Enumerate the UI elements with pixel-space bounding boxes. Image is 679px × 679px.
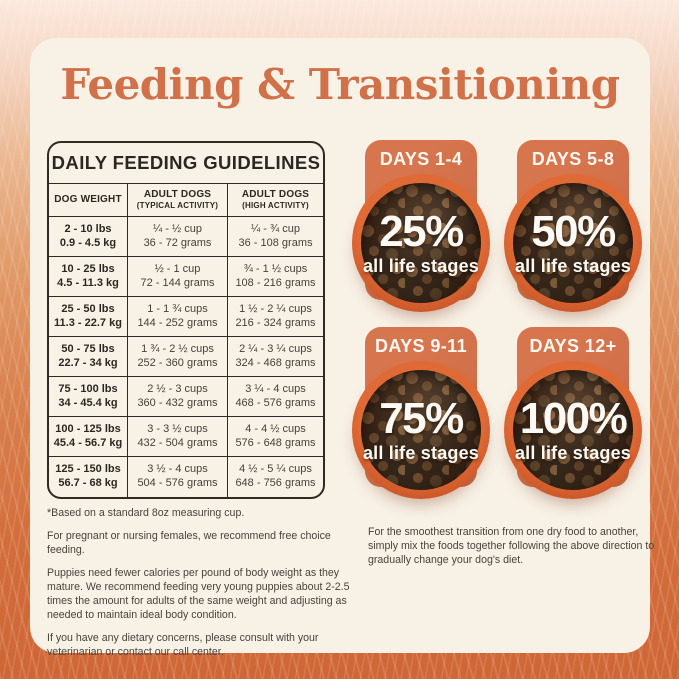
table-row: 25 - 50 lbs 11.3 - 22.7 kg 1 - 1 ¾ cups 144… bbox=[49, 297, 323, 337]
transition-step: DAYS 12+ 100% all life stages bbox=[500, 327, 646, 499]
kibble-texture bbox=[513, 183, 633, 303]
weight-cell: 125 - 150 lbs 56.7 - 68 kg bbox=[49, 457, 128, 497]
weight-cell: 2 - 10 lbs 0.9 - 4.5 kg bbox=[49, 217, 128, 256]
days-label: DAYS 5-8 bbox=[531, 149, 615, 169]
kibble-texture bbox=[361, 183, 481, 303]
table-header-row: DOG WEIGHT ADULT DOGS (TYPICAL ACTIVITY)… bbox=[49, 183, 323, 217]
kibble-bowl: 25% all life stages bbox=[352, 174, 490, 312]
percent-label: 25% bbox=[379, 206, 464, 256]
life-stages-label: all life stages bbox=[362, 255, 480, 276]
kibble-bowl: 100% all life stages bbox=[504, 361, 642, 499]
kibble-bowl: 75% all life stages bbox=[352, 361, 490, 499]
weight-cell: 75 - 100 lbs 34 - 45.4 kg bbox=[49, 377, 128, 416]
table-title: DAILY FEEDING GUIDELINES bbox=[49, 143, 323, 184]
footnote-puppies: Puppies need fewer calories per pound of… bbox=[47, 566, 350, 621]
percent-label: 50% bbox=[531, 206, 616, 256]
table-row: 50 - 75 lbs 22.7 - 34 kg 1 ¾ - 2 ½ cups 252… bbox=[49, 337, 323, 377]
table-row: 100 - 125 lbs 45.4 - 56.7 kg 3 - 3 ½ cups 4… bbox=[49, 417, 323, 457]
weight-cell: 100 - 125 lbs 45.4 - 56.7 kg bbox=[49, 417, 128, 456]
amount-cell: ¾ - 1 ½ cups 108 - 216 grams bbox=[235, 262, 316, 289]
life-stages-label: all life stages bbox=[514, 255, 632, 276]
table-row: 10 - 25 lbs 4.5 - 11.3 kg ½ - 1 cup 72 - 14… bbox=[49, 257, 323, 297]
kibble-bowl: 50% all life stages bbox=[504, 174, 642, 312]
amount-cell: ¼ - ¾ cup 36 - 108 grams bbox=[238, 222, 313, 249]
transition-grid: DAYS 1-4 25% all life stages DAYS 5-8 50… bbox=[348, 140, 648, 499]
amount-cell: 2 ¼ - 3 ¼ cups 324 - 468 grams bbox=[235, 342, 316, 369]
transition-step: DAYS 1-4 25% all life stages bbox=[348, 140, 494, 312]
info-card: Feeding & Transitioning DAILY FEEDING GU… bbox=[30, 38, 654, 658]
amount-cell: ½ - 1 cup 72 - 144 grams bbox=[128, 257, 228, 296]
weight-cell: 10 - 25 lbs 4.5 - 11.3 kg bbox=[49, 257, 128, 296]
table-row: 2 - 10 lbs 0.9 - 4.5 kg ¼ - ½ cup 36 - 72 g… bbox=[49, 217, 323, 257]
bowl-text: 75% all life stages bbox=[352, 361, 490, 499]
transition-note: For the smoothest transition from one dr… bbox=[368, 526, 655, 566]
amount-cell: 1 ½ - 2 ¼ cups 216 - 324 grams bbox=[235, 302, 316, 329]
kibble-texture bbox=[361, 370, 481, 490]
footnotes: *Based on a standard 8oz measuring cup. … bbox=[47, 507, 352, 669]
days-label: DAYS 12+ bbox=[529, 336, 617, 356]
days-label: DAYS 9-11 bbox=[375, 336, 467, 356]
feeding-guidelines-table: DAILY FEEDING GUIDELINES DOG WEIGHT ADUL… bbox=[47, 141, 325, 499]
percent-label: 75% bbox=[379, 393, 464, 443]
transition-step: DAYS 9-11 75% all life stages bbox=[348, 327, 494, 499]
transition-step: DAYS 5-8 50% all life stages bbox=[500, 140, 646, 312]
table-row: 75 - 100 lbs 34 - 45.4 kg 2 ½ - 3 cups 360 … bbox=[49, 377, 323, 417]
weight-cell: 50 - 75 lbs 22.7 - 34 kg bbox=[49, 337, 128, 376]
life-stages-label: all life stages bbox=[362, 442, 480, 463]
amount-cell: ¼ - ½ cup 36 - 72 grams bbox=[128, 217, 228, 256]
table-row: 125 - 150 lbs 56.7 - 68 kg 3 ½ - 4 cups 504… bbox=[49, 457, 323, 497]
weight-cell: 25 - 50 lbs 11.3 - 22.7 kg bbox=[49, 297, 128, 336]
bowl-text: 100% all life stages bbox=[504, 361, 642, 499]
kibble-texture bbox=[513, 370, 633, 490]
amount-cell: 4 - 4 ½ cups 576 - 648 grams bbox=[235, 422, 316, 449]
percent-label: 100% bbox=[519, 393, 628, 443]
footnote-dietary-concerns: If you have any dietary concerns, please… bbox=[47, 631, 319, 658]
guidelines-rows: 2 - 10 lbs 0.9 - 4.5 kg ¼ - ½ cup 36 - 72 g… bbox=[49, 217, 323, 497]
amount-cell: 3 ¼ - 4 cups 468 - 576 grams bbox=[235, 382, 316, 409]
amount-cell: 2 ½ - 3 cups 360 - 432 grams bbox=[128, 377, 228, 416]
amount-cell: 1 - 1 ¾ cups 144 - 252 grams bbox=[128, 297, 228, 336]
column-header-typical-activity: ADULT DOGS (TYPICAL ACTIVITY) bbox=[128, 183, 228, 216]
amount-cell: 3 - 3 ½ cups 432 - 504 grams bbox=[128, 417, 228, 456]
footnote-pregnant-nursing: For pregnant or nursing females, we reco… bbox=[47, 529, 331, 556]
amount-cell: 3 ½ - 4 cups 504 - 576 grams bbox=[128, 457, 228, 497]
bowl-text: 50% all life stages bbox=[504, 174, 642, 312]
amount-cell: 4 ½ - 5 ¼ cups 648 - 756 grams bbox=[235, 463, 316, 489]
life-stages-label: all life stages bbox=[514, 442, 632, 463]
page-title: Feeding & Transitioning bbox=[60, 60, 620, 109]
days-label: DAYS 1-4 bbox=[379, 149, 463, 169]
column-header-high-activity: ADULT DOGS (HIGH ACTIVITY) bbox=[241, 188, 310, 211]
footnote-measuring-cup: *Based on a standard 8oz measuring cup. bbox=[47, 507, 245, 519]
amount-cell: 1 ¾ - 2 ½ cups 252 - 360 grams bbox=[128, 337, 228, 376]
column-header-dog-weight: DOG WEIGHT bbox=[49, 183, 128, 216]
bowl-text: 25% all life stages bbox=[352, 174, 490, 312]
